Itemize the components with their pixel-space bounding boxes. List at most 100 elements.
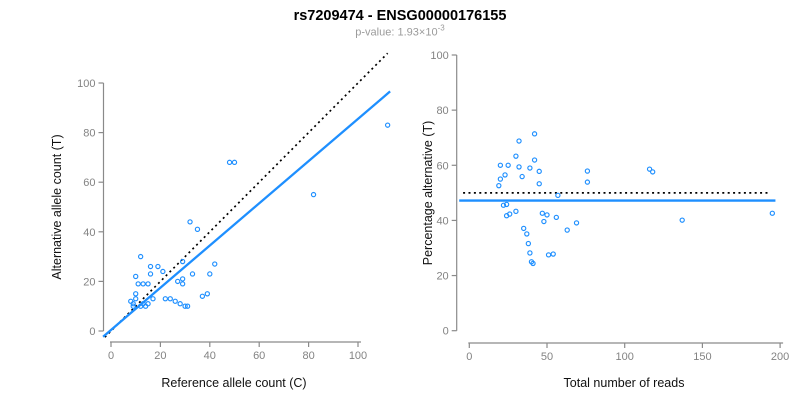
y-tick-label: 40 (436, 215, 448, 227)
data-point (162, 296, 169, 302)
x-tick-label: 0 (466, 351, 472, 363)
data-point (147, 263, 154, 270)
data-point (502, 172, 508, 178)
data-point (204, 291, 211, 297)
data-point (135, 281, 141, 287)
y-tick-label: 0 (89, 326, 95, 338)
data-point (175, 278, 181, 285)
data-point (516, 164, 522, 170)
data-point (207, 271, 213, 277)
data-point (584, 168, 591, 174)
data-point (179, 258, 186, 265)
data-point (497, 162, 504, 168)
data-point (769, 210, 776, 216)
x-axis-ticks: 0 20 40 60 80 100 (108, 342, 367, 362)
data-point (513, 153, 519, 159)
data-point (145, 281, 151, 287)
data-point (564, 227, 570, 233)
y-tick-label: 40 (83, 227, 95, 239)
data-point (550, 251, 556, 257)
data-point (199, 293, 206, 299)
y-tick-label: 80 (436, 105, 448, 117)
left-plot-x-axis-title: Reference allele count (C) (161, 376, 307, 390)
data-point (536, 181, 542, 187)
y-tick-label: 20 (436, 271, 448, 283)
pvalue-times-sign: × (418, 26, 426, 39)
y-tick-label: 100 (77, 78, 95, 90)
data-points (128, 122, 391, 309)
data-point (531, 157, 538, 163)
data-point (507, 211, 513, 217)
y-tick-label: 20 (83, 276, 95, 288)
y-tick-label: 60 (83, 177, 95, 189)
y-tick-label: 60 (436, 160, 448, 172)
data-point (530, 260, 536, 267)
right-plot: 0 50 100 150 200 0 20 40 60 80 100 (430, 50, 789, 363)
data-point (544, 212, 550, 218)
data-point (130, 301, 136, 307)
x-tick-label: 80 (302, 350, 314, 362)
data-point (226, 159, 233, 166)
data-point (649, 169, 656, 175)
data-point (503, 201, 510, 208)
data-point (212, 261, 218, 267)
data-point (539, 210, 546, 216)
figure-subtitle: p-value: 1.93×10-3 (355, 24, 444, 39)
data-point (150, 296, 156, 302)
x-axis-ticks: 0 50 100 150 200 (466, 343, 789, 363)
data-point (133, 296, 139, 302)
data-point (527, 250, 533, 256)
identity-line (104, 52, 389, 338)
data-point (133, 273, 139, 280)
data-point (500, 202, 507, 208)
data-point (531, 131, 538, 137)
pvalue-exponent: -3 (437, 23, 445, 33)
right-plot-x-axis-title: Total number of reads (563, 376, 685, 390)
y-tick-label: 80 (83, 128, 95, 140)
data-point (541, 218, 547, 225)
data-point (521, 225, 527, 232)
data-point (496, 183, 502, 189)
data-point (536, 168, 542, 175)
data-point (525, 240, 532, 247)
pvalue-mantissa: 1.93 (397, 26, 419, 39)
pvalue-label: p-value: (355, 26, 398, 39)
x-tick-label: 150 (693, 351, 711, 363)
data-point (555, 192, 561, 199)
data-point (573, 220, 580, 226)
data-point (133, 291, 139, 297)
fit-line (102, 90, 391, 338)
data-point (130, 303, 136, 309)
x-tick-label: 20 (154, 350, 166, 362)
data-point (147, 271, 154, 277)
data-point (497, 176, 504, 182)
data-point (137, 253, 144, 260)
right-plot-y-axis-title: Percentage alternative (T) (421, 120, 435, 266)
data-point (189, 271, 196, 277)
data-point (184, 303, 191, 309)
y-axis-ticks: 0 20 40 60 80 100 (77, 78, 104, 338)
x-tick-label: 200 (771, 351, 789, 363)
y-tick-label: 100 (430, 50, 448, 62)
data-point (516, 138, 522, 144)
data-point (179, 276, 186, 282)
y-axis-ticks: 0 20 40 60 80 100 (430, 50, 457, 338)
data-point (179, 281, 186, 287)
pvalue-base: 10 (425, 26, 438, 39)
data-point (231, 159, 238, 166)
data-point (187, 219, 193, 225)
left-plot: 0 20 40 60 80 100 0 20 40 60 80 100 (77, 52, 391, 362)
data-point (584, 179, 591, 185)
data-point (384, 122, 391, 128)
data-point (140, 281, 146, 287)
data-point (182, 303, 188, 309)
figure-title: rs7209474 - ENSG00000176155 (293, 8, 507, 24)
data-point (145, 301, 151, 307)
data-point (194, 226, 201, 232)
data-point (679, 217, 685, 223)
data-point (527, 165, 533, 171)
x-tick-label: 50 (541, 351, 553, 363)
x-tick-label: 100 (349, 350, 367, 362)
